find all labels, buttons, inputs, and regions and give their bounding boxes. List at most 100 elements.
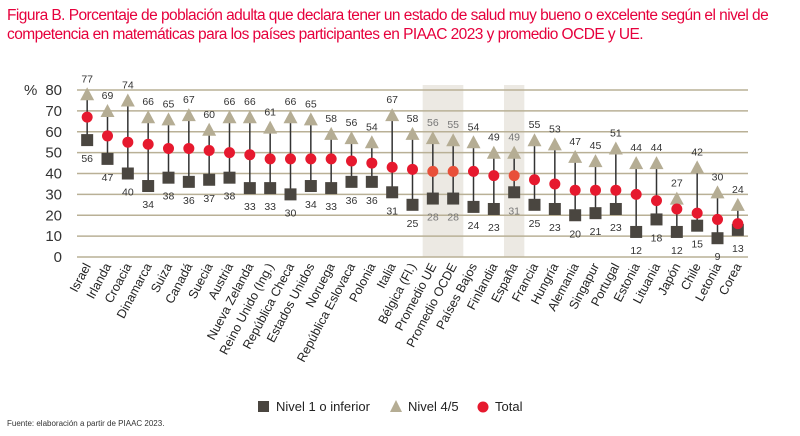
nivel45-label: 55 — [529, 119, 541, 131]
nivel45-label: 66 — [285, 96, 297, 108]
total-marker — [325, 153, 337, 165]
nivel45-marker — [324, 126, 339, 140]
nivel1-marker — [304, 180, 317, 193]
nivel1-marker — [589, 207, 602, 220]
nivel1-label: 36 — [346, 195, 358, 207]
total-marker — [610, 184, 622, 196]
nivel1-marker — [386, 186, 399, 199]
nivel1-label: 37 — [203, 193, 215, 205]
nivel1-label: 36 — [366, 195, 378, 207]
legend-total-icon — [477, 401, 489, 413]
nivel1-label: 12 — [630, 245, 642, 257]
nivel45-marker — [222, 110, 237, 124]
nivel45-marker — [507, 145, 522, 159]
nivel45-marker — [161, 112, 176, 126]
nivel45-marker — [446, 133, 461, 147]
nivel45-label: 65 — [163, 98, 175, 110]
nivel1-marker — [447, 192, 460, 205]
nivel1-label: 12 — [671, 245, 683, 257]
nivel45-marker — [669, 191, 684, 205]
nivel1-marker — [81, 134, 94, 147]
nivel45-marker — [303, 112, 318, 126]
nivel1-marker — [121, 167, 134, 180]
total-marker — [203, 145, 215, 157]
nivel1-label: 40 — [122, 187, 134, 199]
legend-nivel45-icon — [390, 400, 402, 412]
nivel45-marker — [202, 122, 217, 136]
nivel1-label: 56 — [81, 153, 93, 165]
total-marker — [224, 147, 235, 159]
y-tick-label: 70 — [45, 103, 62, 120]
nivel45-marker — [283, 110, 298, 124]
nivel1-marker — [691, 219, 704, 232]
total-marker — [488, 170, 500, 182]
nivel45-label: 69 — [102, 90, 114, 102]
total-marker — [712, 213, 723, 225]
legend-nivel45-label: Nivel 4/5 — [408, 399, 459, 414]
nivel1-label: 30 — [285, 207, 297, 219]
nivel1-marker — [609, 202, 622, 215]
nivel45-marker — [527, 133, 542, 147]
total-marker — [651, 195, 662, 207]
nivel45-label: 44 — [651, 142, 663, 154]
nivel1-label: 15 — [691, 239, 703, 251]
y-tick-label: 40 — [45, 166, 62, 183]
nivel1-marker — [162, 171, 175, 184]
nivel1-marker — [548, 202, 561, 215]
nivel45-label: 47 — [569, 136, 581, 148]
total-marker — [732, 218, 744, 230]
nivel1-label: 38 — [163, 191, 175, 203]
y-tick-label: 10 — [45, 228, 62, 245]
y-tick-label: 60 — [45, 124, 62, 141]
nivel45-label: 67 — [386, 94, 398, 106]
nivel45-marker — [649, 156, 664, 170]
nivel45-marker — [364, 135, 379, 149]
nivel45-label: 54 — [468, 121, 480, 133]
nivel45-marker — [405, 126, 420, 140]
nivel45-marker — [385, 108, 400, 122]
y-tick-label: 80 — [45, 82, 62, 99]
y-axis-label: % — [24, 82, 37, 99]
nivel1-marker — [426, 192, 439, 205]
nivel45-label: 51 — [610, 128, 622, 140]
nivel1-label: 33 — [264, 201, 276, 213]
nivel1-marker — [325, 182, 338, 195]
nivel1-label: 34 — [142, 199, 154, 211]
nivel45-label: 66 — [244, 96, 256, 108]
total-marker — [508, 170, 520, 182]
nivel45-label: 67 — [183, 94, 195, 106]
nivel45-marker — [486, 145, 501, 159]
nivel1-marker — [528, 198, 541, 211]
total-marker — [142, 138, 154, 150]
nivel45-label: 44 — [630, 142, 642, 154]
nivel45-label: 66 — [142, 96, 154, 108]
nivel45-marker — [263, 120, 278, 134]
y-tick-label: 50 — [45, 145, 62, 162]
total-marker — [264, 153, 276, 165]
total-marker — [549, 178, 561, 190]
nivel45-marker — [629, 156, 644, 170]
total-marker — [366, 157, 378, 169]
nivel45-label: 27 — [671, 178, 683, 190]
nivel1-label: 18 — [651, 232, 663, 244]
nivel45-label: 66 — [224, 96, 236, 108]
nivel45-label: 55 — [447, 119, 459, 131]
source-note: Fuente: elaboración a partir de PIAAC 20… — [7, 419, 165, 428]
nivel1-label: 20 — [569, 228, 581, 240]
nivel45-label: 42 — [691, 146, 703, 158]
nivel1-label: 31 — [508, 205, 520, 217]
nivel1-marker — [284, 188, 297, 201]
nivel45-marker — [466, 135, 481, 149]
nivel1-marker — [264, 182, 277, 195]
nivel1-marker — [670, 225, 683, 238]
total-marker — [447, 165, 459, 177]
nivel1-label: 24 — [468, 220, 480, 232]
nivel45-label: 65 — [305, 98, 317, 110]
nivel45-label: 56 — [346, 117, 358, 129]
nivel45-label: 56 — [427, 117, 439, 129]
nivel1-marker — [406, 198, 419, 211]
nivel45-marker — [608, 141, 623, 155]
nivel1-marker — [142, 180, 155, 193]
